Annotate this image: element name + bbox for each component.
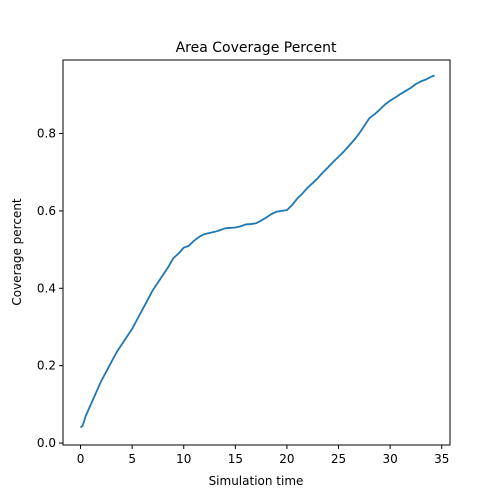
x-tick-label: 5 — [128, 452, 136, 466]
x-tick-label: 35 — [434, 452, 449, 466]
chart-title: Area Coverage Percent — [176, 40, 337, 56]
y-tick-label: 0.0 — [37, 436, 56, 450]
x-tick-label: 25 — [331, 452, 346, 466]
x-tick-label: 30 — [383, 452, 398, 466]
plot-area — [79, 74, 435, 429]
x-tick-label: 0 — [77, 452, 85, 466]
y-axis-title: Coverage percent — [10, 198, 24, 306]
y-tick-label: 0.4 — [37, 281, 56, 295]
y-axis: 0.0 0.2 0.4 0.6 0.8 — [37, 127, 63, 450]
y-tick-label: 0.2 — [37, 359, 56, 373]
x-tick-label: 20 — [279, 452, 294, 466]
x-axis: 0 5 10 15 20 25 30 35 — [77, 445, 449, 466]
y-tick-label: 0.6 — [37, 204, 56, 218]
y-tick-label: 0.8 — [37, 127, 56, 141]
plot-frame — [62, 59, 451, 446]
x-tick-label: 10 — [176, 452, 191, 466]
series-line — [79, 74, 435, 429]
x-tick-label: 15 — [228, 452, 243, 466]
x-axis-title: Simulation time — [209, 474, 304, 488]
